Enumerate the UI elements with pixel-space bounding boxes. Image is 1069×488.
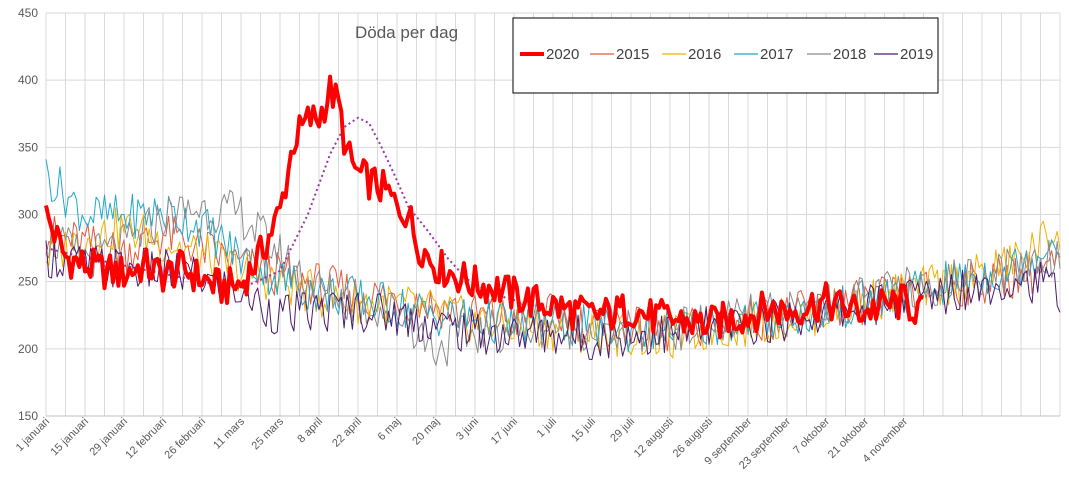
x-tick-label: 12 februari xyxy=(123,416,169,462)
x-tick-label: 25 mars xyxy=(250,415,287,452)
chart-title: Döda per dag xyxy=(355,23,458,42)
legend-box xyxy=(512,17,939,94)
x-tick-label: 1 juli xyxy=(535,416,559,440)
x-tick-label: 15 januari xyxy=(48,416,91,459)
legend-label-2016: 2016 xyxy=(688,46,721,63)
x-tick-label: 20 maj xyxy=(410,416,442,448)
series-lines xyxy=(44,74,1061,367)
x-tick-label: 26 februari xyxy=(162,416,208,462)
legend: 2020 2015 2016 2017 2018 2019 xyxy=(512,17,939,94)
y-tick-label: 350 xyxy=(18,140,38,154)
series-line-2018 xyxy=(45,189,1061,367)
legend-label-2015: 2015 xyxy=(616,46,649,63)
x-tick-label: 7 oktober xyxy=(791,415,832,456)
legend-label-2019: 2019 xyxy=(900,46,933,63)
x-tick-label: 29 juli xyxy=(608,416,637,445)
x-tick-label: 17 juni xyxy=(489,416,520,447)
legend-label-2020: 2020 xyxy=(546,46,579,63)
y-tick-label: 150 xyxy=(18,409,38,423)
x-tick-label: 22 april xyxy=(330,416,364,450)
x-tick-label: 11 mars xyxy=(211,415,247,451)
y-tick-label: 250 xyxy=(18,275,38,289)
x-tick-label: 6 maj xyxy=(376,416,404,444)
y-tick-label: 300 xyxy=(18,208,38,222)
y-tick-label: 450 xyxy=(18,6,38,20)
y-tick-label: 200 xyxy=(18,342,38,356)
series-line-2020 xyxy=(44,74,924,340)
x-tick-label: 12 augusti xyxy=(632,416,676,460)
legend-label-2018: 2018 xyxy=(833,46,866,63)
x-tick-label: 15 juli xyxy=(569,416,598,445)
legend-label-2017: 2017 xyxy=(760,46,793,63)
y-tick-label: 400 xyxy=(18,73,38,87)
x-tick-label: 8 april xyxy=(295,416,325,446)
x-tick-label: 3 juni xyxy=(454,416,481,443)
